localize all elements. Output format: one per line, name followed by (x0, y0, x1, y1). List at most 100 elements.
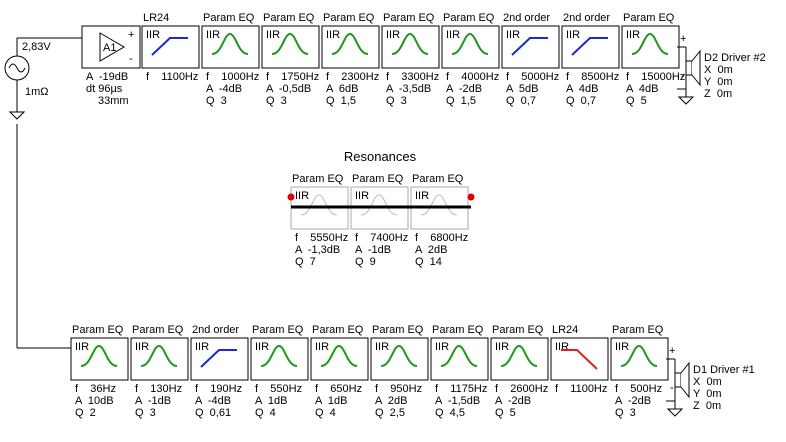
block-param: f 950Hz (375, 383, 422, 395)
filter-block[interactable] (190, 337, 249, 381)
block-param: A -2dB (615, 395, 651, 407)
block-kind: IIR (75, 341, 89, 353)
block-param: Q 3 (206, 95, 227, 107)
filter-block[interactable] (201, 25, 260, 69)
peak-curve (440, 344, 478, 367)
block-kind: IIR (355, 190, 369, 202)
block-param: Q 2,5 (375, 407, 405, 419)
block-param: f 7400Hz (355, 232, 408, 244)
block-title: Param EQ (383, 12, 435, 24)
block-title: Param EQ (443, 12, 495, 24)
block-param: f 5550Hz (295, 232, 348, 244)
peak-curve (620, 344, 658, 367)
block-param: f 15000Hz (626, 71, 685, 83)
filter-block[interactable] (561, 25, 620, 69)
filter-block[interactable] (261, 25, 320, 69)
driver-name: D2 Driver #2 (704, 52, 766, 64)
block-param: A -1dB (355, 244, 391, 256)
block-param: Q 3 (386, 95, 407, 107)
block-title: LR24 (143, 12, 169, 24)
filter-block[interactable] (310, 337, 369, 381)
block-kind: IIR (566, 29, 580, 41)
highpass-curve (200, 349, 237, 368)
driver[interactable] (674, 372, 682, 388)
block-param: f 3300Hz (386, 71, 439, 83)
block-param: A 4dB (626, 83, 658, 95)
filter-block[interactable] (381, 25, 440, 69)
block-param: f 650Hz (315, 383, 362, 395)
block-kind: IIR (386, 29, 400, 41)
block-kind: IIR (206, 29, 220, 41)
driver-minus: - (670, 382, 674, 394)
filter-block[interactable] (141, 25, 200, 69)
peak-curve (271, 32, 309, 55)
block-title: Param EQ (72, 324, 124, 336)
ground (677, 96, 695, 105)
peak-curve (320, 344, 358, 367)
driver-param: Y 0m (704, 76, 733, 88)
driver-param: X 0m (693, 376, 722, 388)
block-param: Q 5 (626, 95, 647, 107)
amp-param: dt 96µs (86, 83, 123, 95)
block-kind: IIR (555, 341, 569, 353)
block-param: Q 1,5 (446, 95, 476, 107)
block-kind: IIR (446, 29, 460, 41)
filter-block[interactable] (250, 337, 309, 381)
block-title: Param EQ (612, 324, 664, 336)
peak-curve (391, 32, 429, 55)
block-param: Q 4,5 (435, 407, 465, 419)
block-kind: IIR (255, 341, 269, 353)
block-param: f 5000Hz (506, 71, 559, 83)
block-title: Param EQ (203, 12, 255, 24)
block-title: Param EQ (312, 324, 364, 336)
block-kind: IIR (495, 341, 509, 353)
block-param: A -1,3dB (295, 244, 340, 256)
filter-block[interactable] (550, 337, 609, 381)
peak-curve (80, 344, 118, 367)
block-title: Param EQ (323, 12, 375, 24)
block-param: A -1,5dB (435, 395, 480, 407)
ground (8, 111, 26, 120)
block-title: Param EQ (492, 324, 544, 336)
block-title: LR24 (552, 324, 578, 336)
block-kind: IIR (626, 29, 640, 41)
filter-block[interactable] (430, 337, 489, 381)
driver[interactable] (685, 60, 693, 76)
driver-param: X 0m (704, 64, 733, 76)
filter-block[interactable] (441, 25, 500, 69)
block-kind: IIR (195, 341, 209, 353)
block-param: Q 7 (295, 256, 316, 268)
filter-block[interactable] (370, 337, 429, 381)
block-param: f 1000Hz (206, 71, 259, 83)
block-param: f 2600Hz (495, 383, 548, 395)
filter-block[interactable] (130, 337, 189, 381)
filter-block[interactable] (70, 337, 129, 381)
block-param: A 1dB (315, 395, 347, 407)
filter-block[interactable] (610, 337, 669, 381)
filter-block[interactable] (490, 337, 549, 381)
block-title: Param EQ (412, 173, 464, 185)
block-kind: IIR (326, 29, 340, 41)
amp-plus: + (128, 29, 134, 41)
block-title: Param EQ (252, 324, 304, 336)
block-param: A 5dB (506, 83, 538, 95)
peak-curve (331, 32, 369, 55)
filter-block[interactable] (501, 25, 560, 69)
peak-curve (451, 32, 489, 55)
block-kind: IIR (266, 29, 280, 41)
peak-curve (631, 32, 669, 55)
block-param: Q 3 (615, 407, 636, 419)
amp-param: 33mm (98, 95, 129, 107)
block-param: A -2dB (495, 395, 531, 407)
block-param: f 1175Hz (435, 383, 487, 395)
block-param: A 6dB (326, 83, 358, 95)
block-param: f 190Hz (195, 383, 242, 395)
filter-block[interactable] (621, 25, 680, 69)
block-param: A -4dB (195, 395, 231, 407)
filter-block[interactable] (321, 25, 380, 69)
block-param: f 2300Hz (326, 71, 379, 83)
block-title: 2nd order (503, 12, 550, 24)
amplifier[interactable] (81, 25, 141, 69)
block-param: f 1100Hz (146, 71, 198, 83)
